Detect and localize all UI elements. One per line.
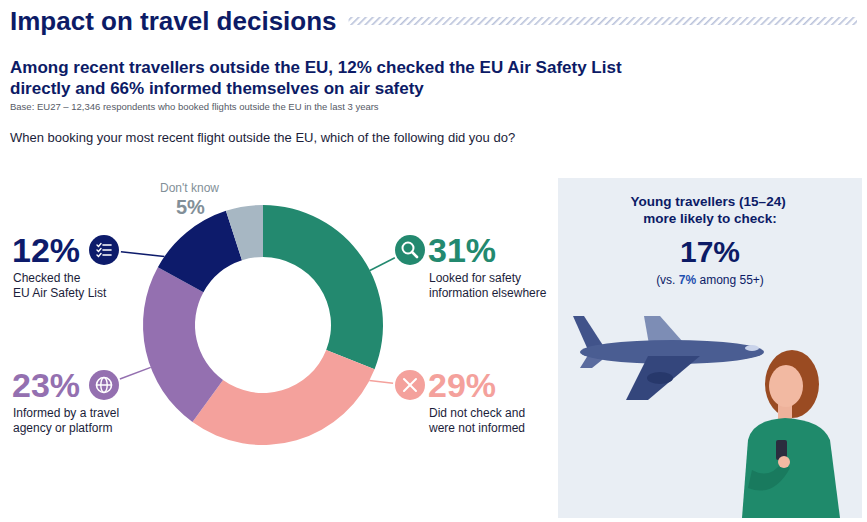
icon-disc: [89, 235, 119, 265]
slice: [192, 350, 374, 445]
icon: [395, 235, 425, 265]
category-label-line: agency or platform: [13, 421, 112, 435]
category-label-line: were not informed: [428, 421, 525, 435]
data-label: 5%: [176, 196, 205, 218]
icon-glyph: [97, 378, 112, 393]
leader-line: [121, 252, 165, 257]
leader-line: [120, 367, 151, 379]
category-label-line: Did not check and: [429, 406, 528, 420]
callout-comparison-part: among 55+): [696, 273, 764, 287]
note: Base: EU27 – 12,346 respondents who book…: [10, 101, 379, 112]
title-rule: [349, 17, 857, 25]
labels: 31%Looked for safety information elsewhe…: [12, 181, 547, 435]
callout-value: 17%: [680, 235, 740, 268]
icon-disc: [89, 370, 119, 400]
icon-glyph: [97, 384, 112, 385]
traveller-illustration: [742, 350, 840, 518]
question: When booking your most recent flight out…: [10, 130, 515, 145]
icon: [89, 370, 119, 400]
category-label-line: information elsewhere: [429, 286, 547, 300]
icon-glyph: [404, 379, 416, 391]
subtitle-line: Among recent travellers outside the EU, …: [10, 58, 626, 77]
callout-heading-line: more likely to check:: [643, 211, 777, 226]
slice: [226, 205, 263, 260]
category-label-line: Checked the: [13, 271, 84, 285]
traveller-face: [769, 365, 803, 407]
title: Impact on travel decisions: [10, 6, 337, 36]
category-label-line: Looked for safety: [429, 271, 524, 285]
airplane-illustration: [573, 316, 764, 400]
plane-engine: [647, 372, 673, 384]
data-label: 29%: [428, 366, 496, 404]
callout-panel: Young travellers (15–24) more likely to …: [558, 178, 862, 518]
data-label: 31%: [428, 231, 496, 269]
icon-glyph: [97, 249, 101, 252]
callout-comparison: (vs. 7% among 55+): [656, 273, 764, 287]
chart-root: Impact on travel decisions Among recent t…: [0, 0, 867, 522]
data-label: 23%: [12, 366, 80, 404]
chart-svg: Impact on travel decisions Among recent t…: [0, 0, 867, 522]
traveller-body: [742, 418, 840, 518]
icon-glyph: [412, 252, 417, 257]
category-label: Informed by a travel agency or platform: [13, 406, 122, 435]
category-label: Don't know: [160, 181, 219, 195]
plane-wing-near: [626, 356, 700, 400]
data-label: 12%: [12, 231, 80, 269]
plane-cockpit: [745, 345, 759, 351]
icon-glyph: [103, 254, 111, 256]
subtitle-line: directly and 66% informed themselves on …: [10, 79, 424, 98]
icon-disc: [395, 370, 425, 400]
category-label: Did not check and were not informed: [428, 406, 528, 435]
subtitle: Among recent travellers outside the EU, …: [10, 58, 626, 98]
icon-glyph: [103, 249, 111, 251]
category-label: Looked for safety information elsewhere: [429, 271, 547, 300]
icon-glyph: [97, 244, 101, 247]
icon-disc: [395, 235, 425, 265]
callout-comparison-part: 7%: [679, 273, 697, 287]
leader-line: [369, 381, 393, 384]
icon: [89, 235, 119, 265]
icon: [395, 370, 425, 400]
category-label: Checked the EU Air Safety List: [13, 271, 107, 300]
traveller-hand: [778, 456, 790, 468]
callout-heading-line: Young travellers (15–24): [631, 194, 790, 209]
donut: [143, 205, 383, 445]
leader-line: [370, 258, 395, 271]
slice: [158, 211, 242, 292]
slice: [143, 267, 223, 422]
category-label-line: EU Air Safety List: [13, 286, 107, 300]
callout-background: [558, 178, 862, 518]
callout-heading: Young travellers (15–24) more likely to …: [631, 194, 790, 226]
icon-glyph: [404, 379, 416, 391]
callout-comparison-part: (vs.: [656, 273, 679, 287]
category-label-line: Informed by a travel: [13, 406, 122, 420]
slice: [263, 205, 383, 369]
icon-glyph: [97, 254, 101, 257]
icon-glyph: [103, 244, 111, 246]
